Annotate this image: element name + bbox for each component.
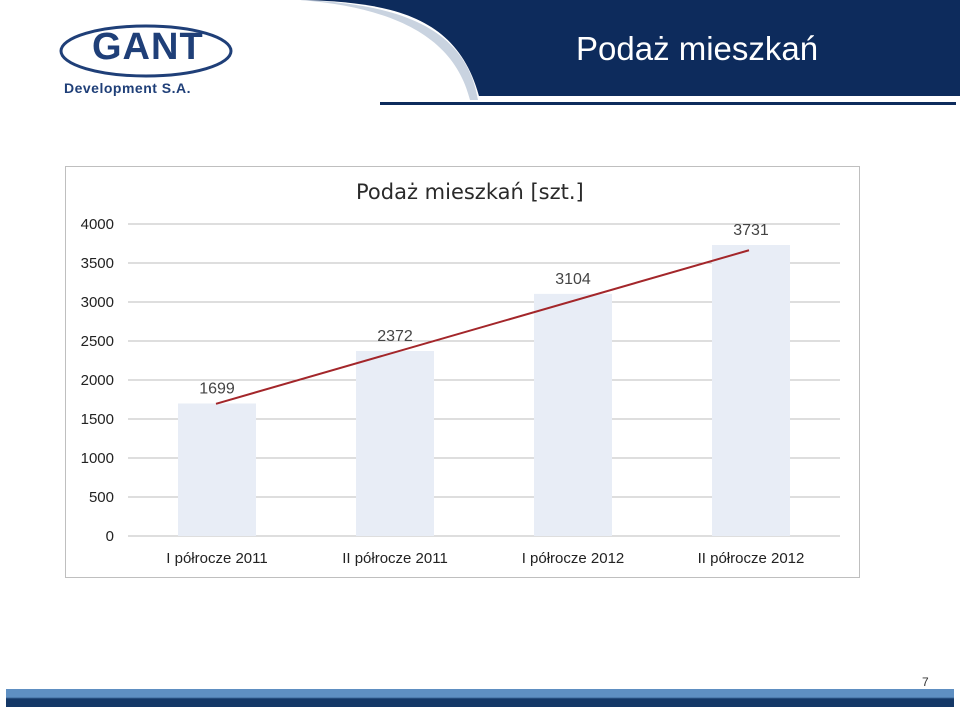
bar xyxy=(534,293,612,536)
chart-frame xyxy=(65,166,860,578)
data-label: 3104 xyxy=(555,271,591,288)
y-tick-label: 3500 xyxy=(81,255,114,272)
header-gray-swoosh xyxy=(300,0,478,100)
data-label: 3731 xyxy=(733,222,769,239)
bar xyxy=(178,403,256,536)
x-category-label: II półrocze 2011 xyxy=(342,550,448,567)
y-tick-label: 2000 xyxy=(81,372,114,389)
y-tick-label: 500 xyxy=(89,489,114,506)
bar xyxy=(356,350,434,536)
trendline xyxy=(215,249,750,405)
x-category-label: I półrocze 2011 xyxy=(166,550,267,567)
page-number: 7 xyxy=(922,675,929,689)
slide-header: GANT Development S.A. Podaż mieszkań xyxy=(0,0,960,106)
x-category-label: I półrocze 2012 xyxy=(522,550,625,567)
chart-title: Podaż mieszkań [szt.] xyxy=(356,180,584,204)
logo-tagline: Development S.A. xyxy=(64,80,192,96)
data-label: 2372 xyxy=(377,328,413,345)
logo-ellipse xyxy=(59,24,233,78)
bar xyxy=(712,244,790,536)
y-tick-label: 2500 xyxy=(81,333,114,350)
header-underline xyxy=(380,102,956,105)
footer-bar xyxy=(6,689,954,707)
y-tick-label: 0 xyxy=(106,528,114,545)
slide-title: Podaż mieszkań xyxy=(576,30,819,67)
y-tick-label: 1000 xyxy=(81,450,114,467)
x-category-label: II półrocze 2012 xyxy=(698,550,805,567)
gant-logo: GANT Development S.A. xyxy=(0,0,480,100)
y-tick-label: 4000 xyxy=(81,216,114,233)
logo-wordmark: GANT xyxy=(92,26,204,68)
data-label: 1699 xyxy=(199,380,235,397)
y-tick-label: 1500 xyxy=(81,411,114,428)
y-tick-label: 3000 xyxy=(81,294,114,311)
